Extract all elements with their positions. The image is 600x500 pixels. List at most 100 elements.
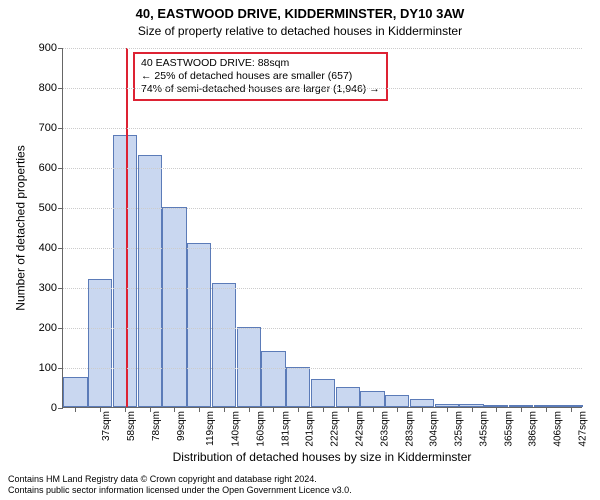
histogram-bar: [187, 243, 211, 407]
gridline: [63, 248, 582, 249]
y-tick-label: 700: [39, 122, 57, 134]
x-tick-mark: [348, 407, 349, 412]
x-tick-label: 406sqm: [553, 411, 564, 447]
y-tick-mark: [58, 128, 63, 129]
histogram-bar: [336, 387, 360, 407]
x-tick-mark: [174, 407, 175, 412]
x-tick-mark: [546, 407, 547, 412]
x-tick-mark: [150, 407, 151, 412]
histogram-bar: [311, 379, 335, 407]
x-tick-label: 427sqm: [577, 411, 588, 447]
gridline: [63, 128, 582, 129]
y-tick-mark: [58, 248, 63, 249]
y-tick-label: 900: [39, 42, 57, 54]
x-tick-label: 222sqm: [330, 411, 341, 447]
y-tick-mark: [58, 208, 63, 209]
x-tick-label: 181sqm: [280, 411, 291, 447]
x-tick-mark: [447, 407, 448, 412]
y-tick-mark: [58, 368, 63, 369]
gridline: [63, 288, 582, 289]
histogram-bar: [410, 399, 434, 407]
gridline: [63, 328, 582, 329]
x-tick-mark: [373, 407, 374, 412]
y-tick-mark: [58, 288, 63, 289]
histogram-bar: [212, 283, 236, 407]
x-tick-label: 160sqm: [256, 411, 267, 447]
title-sub: Size of property relative to detached ho…: [0, 24, 600, 38]
x-tick-label: 242sqm: [355, 411, 366, 447]
x-tick-label: 78sqm: [151, 411, 162, 441]
footer-line-2: Contains public sector information licen…: [8, 485, 352, 496]
x-tick-mark: [125, 407, 126, 412]
y-tick-label: 100: [39, 362, 57, 374]
y-tick-label: 300: [39, 282, 57, 294]
y-tick-label: 200: [39, 322, 57, 334]
histogram-bar: [88, 279, 112, 407]
x-tick-label: 119sqm: [205, 411, 216, 446]
x-tick-mark: [75, 407, 76, 412]
histogram-bar: [261, 351, 285, 407]
gridline: [63, 48, 582, 49]
legend-line-1: 40 EASTWOOD DRIVE: 88sqm: [141, 57, 380, 70]
histogram-bar: [138, 155, 162, 407]
x-tick-label: 386sqm: [528, 411, 539, 447]
y-tick-label: 600: [39, 162, 57, 174]
x-tick-mark: [422, 407, 423, 412]
bars-layer: [63, 48, 582, 407]
y-tick-mark: [58, 48, 63, 49]
x-tick-mark: [249, 407, 250, 412]
y-tick-label: 500: [39, 202, 57, 214]
x-tick-label: 304sqm: [429, 411, 440, 447]
histogram-bar: [385, 395, 409, 407]
x-tick-mark: [224, 407, 225, 412]
footer-line-1: Contains HM Land Registry data © Crown c…: [8, 474, 352, 485]
gridline: [63, 368, 582, 369]
legend-line-3: 74% of semi-detached houses are larger (…: [141, 83, 380, 96]
gridline: [63, 208, 582, 209]
x-tick-label: 345sqm: [478, 411, 489, 447]
chart-container: 40, EASTWOOD DRIVE, KIDDERMINSTER, DY10 …: [0, 0, 600, 500]
x-tick-mark: [273, 407, 274, 412]
x-tick-mark: [571, 407, 572, 412]
gridline: [63, 168, 582, 169]
histogram-bar: [162, 207, 186, 407]
x-tick-label: 365sqm: [503, 411, 514, 447]
title-main: 40, EASTWOOD DRIVE, KIDDERMINSTER, DY10 …: [0, 6, 600, 21]
histogram-bar: [360, 391, 384, 407]
x-tick-mark: [323, 407, 324, 412]
x-tick-mark: [199, 407, 200, 412]
x-axis-label: Distribution of detached houses by size …: [62, 450, 582, 464]
x-tick-mark: [521, 407, 522, 412]
x-tick-label: 201sqm: [305, 411, 316, 447]
histogram-bar: [286, 367, 310, 407]
x-tick-label: 263sqm: [379, 411, 390, 447]
histogram-bar: [63, 377, 87, 407]
x-tick-label: 58sqm: [126, 411, 137, 441]
gridline: [63, 88, 582, 89]
x-tick-label: 325sqm: [454, 411, 465, 447]
x-tick-mark: [100, 407, 101, 412]
histogram-bar: [113, 135, 137, 407]
x-tick-mark: [298, 407, 299, 412]
x-tick-label: 99sqm: [176, 411, 187, 441]
y-tick-label: 800: [39, 82, 57, 94]
y-axis-label: Number of detached properties: [14, 48, 28, 408]
x-tick-mark: [397, 407, 398, 412]
x-tick-label: 283sqm: [404, 411, 415, 447]
x-tick-label: 140sqm: [231, 411, 242, 447]
y-tick-mark: [58, 328, 63, 329]
legend-box: 40 EASTWOOD DRIVE: 88sqm ← 25% of detach…: [133, 52, 388, 101]
y-tick-label: 400: [39, 242, 57, 254]
x-tick-mark: [496, 407, 497, 412]
y-tick-mark: [58, 168, 63, 169]
y-tick-label: 0: [51, 402, 57, 414]
plot-area: 40 EASTWOOD DRIVE: 88sqm ← 25% of detach…: [62, 48, 582, 408]
marker-line: [126, 48, 128, 407]
x-tick-label: 37sqm: [101, 411, 112, 441]
legend-line-2: ← 25% of detached houses are smaller (65…: [141, 70, 380, 83]
y-tick-mark: [58, 408, 63, 409]
footer-attribution: Contains HM Land Registry data © Crown c…: [8, 474, 352, 496]
x-tick-mark: [472, 407, 473, 412]
y-tick-mark: [58, 88, 63, 89]
histogram-bar: [237, 327, 261, 407]
